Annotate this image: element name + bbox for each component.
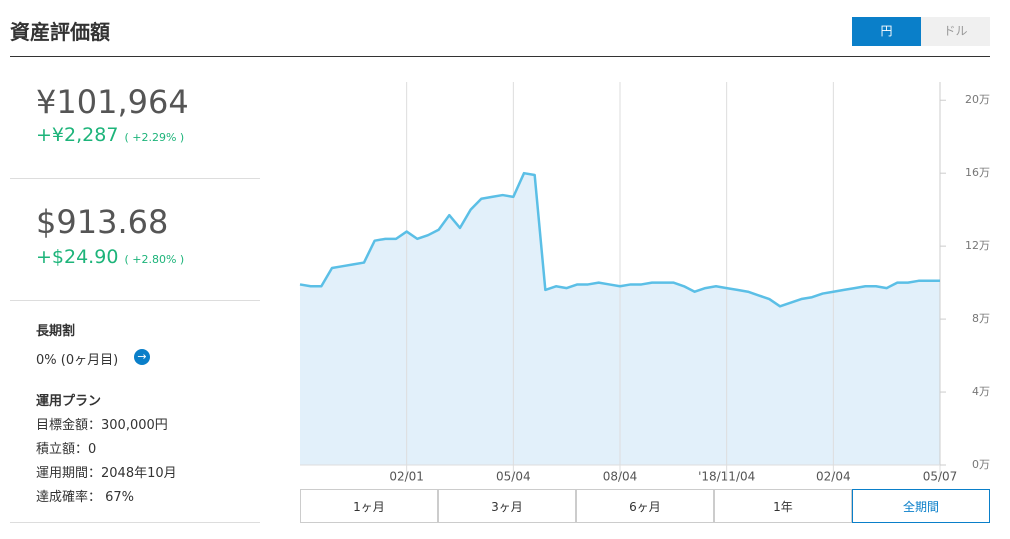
separator	[10, 522, 260, 523]
x-tick-label: 08/04	[603, 470, 638, 484]
separator	[10, 178, 260, 179]
yen-change-pct: ( +2.29% )	[124, 131, 185, 144]
header-rule	[10, 56, 990, 57]
y-tick-label: 4万	[972, 385, 990, 398]
line	[299, 171, 940, 308]
plan-item: 達成確率： 67%	[36, 490, 135, 505]
y-tick-label: 16万	[965, 166, 990, 179]
yen-change-value: +¥2,287	[36, 124, 119, 146]
usd-change-value: +$24.90	[36, 246, 119, 268]
usd-change: +$24.90 ( +2.80% )	[36, 246, 184, 268]
yen-amount: ¥101,964	[36, 83, 189, 121]
plan-title: 運用プラン	[36, 394, 102, 409]
discount-title: 長期割	[36, 324, 76, 339]
x-tick-label: 05/07	[923, 470, 958, 484]
usd-amount: $913.68	[36, 203, 169, 241]
period-button[interactable]: 6ヶ月	[576, 489, 714, 523]
period-button-selected[interactable]: 全期間	[852, 489, 990, 523]
discount-link[interactable]: →	[134, 349, 150, 365]
usd-change-pct: ( +2.80% )	[124, 253, 185, 266]
yen-change: +¥2,287 ( +2.29% )	[36, 124, 184, 146]
page-title: 資産評価額	[10, 20, 110, 44]
y-tick-label: 12万	[965, 239, 990, 252]
period-button[interactable]: 1ヶ月	[300, 489, 438, 523]
x-tick-label: 05/04	[496, 470, 531, 484]
y-tick-label: 8万	[972, 312, 990, 325]
plan-item: 目標金額：300,000円	[36, 418, 168, 433]
plan-item: 運用期間：2048年10月	[36, 466, 177, 481]
x-tick-label: 02/01	[389, 470, 424, 484]
currency-usd[interactable]: ドル	[921, 17, 990, 46]
x-tick-label: '18/11/04	[698, 470, 755, 484]
plan-item: 積立額：0	[36, 442, 97, 457]
y-tick-label: 20万	[965, 93, 990, 106]
y-tick-label: 0万	[972, 458, 990, 471]
currency-yen[interactable]: 円	[852, 17, 921, 46]
discount-value: 0% (0ヶ月目)	[36, 353, 119, 368]
x-tick-label: 02/04	[816, 470, 851, 484]
separator	[10, 300, 260, 301]
period-button[interactable]: 1年	[714, 489, 852, 523]
period-button[interactable]: 3ヶ月	[438, 489, 576, 523]
